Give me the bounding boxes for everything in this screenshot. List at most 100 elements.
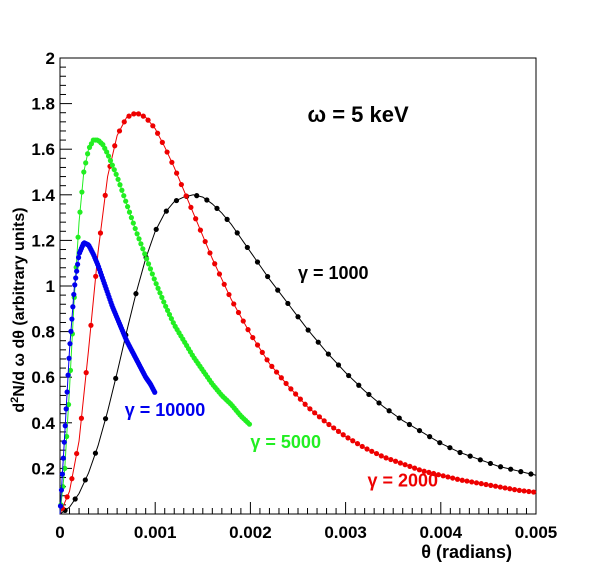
data-point: [454, 476, 461, 482]
data-point: [135, 111, 142, 117]
data-point: [254, 342, 261, 348]
data-point: [57, 503, 64, 509]
data-point: [492, 483, 499, 489]
annotation: ω = 5 keV: [308, 102, 409, 127]
data-point: [58, 487, 65, 493]
data-point: [78, 415, 85, 421]
data-point: [147, 266, 154, 272]
data-point: [62, 423, 68, 429]
data-point: [131, 111, 137, 117]
data-point: [421, 468, 427, 474]
data-point: [136, 236, 142, 242]
data-point: [388, 456, 394, 463]
y-tick-label: 1: [46, 277, 55, 296]
data-point: [164, 307, 171, 313]
data-point: [109, 162, 115, 168]
data-point: [340, 432, 346, 438]
data-point: [265, 273, 271, 280]
series-0: [59, 193, 537, 515]
data-point: [240, 318, 246, 324]
data-point: [64, 433, 70, 440]
data-point: [145, 117, 151, 123]
data-point: [71, 291, 77, 298]
data-point: [392, 458, 399, 464]
data-point: [169, 159, 175, 165]
data-point: [376, 400, 382, 406]
data-point: [528, 471, 534, 477]
y-tick-label: 0.6: [31, 368, 55, 387]
data-point: [364, 446, 370, 452]
data-point: [435, 472, 442, 478]
data-point: [183, 193, 189, 199]
data-point: [154, 130, 161, 136]
data-point: [473, 480, 480, 486]
data-point: [112, 143, 118, 149]
data-point: [521, 488, 527, 494]
data-point: [297, 396, 303, 402]
data-point: [132, 225, 138, 232]
data-point: [369, 448, 375, 454]
data-point: [113, 375, 119, 382]
data-point: [75, 261, 81, 267]
data-point: [487, 460, 494, 467]
data-point: [66, 355, 72, 361]
data-point: [64, 389, 70, 395]
data-point: [164, 149, 170, 155]
data-point: [140, 246, 146, 252]
data-point: [508, 466, 514, 472]
data-point: [275, 287, 281, 293]
data-point: [202, 238, 208, 245]
data-point: [278, 375, 284, 381]
data-point: [163, 303, 169, 309]
data-point: [440, 473, 446, 479]
data-point: [117, 182, 123, 188]
data-point: [212, 261, 218, 267]
data-point: [61, 439, 67, 445]
data-point: [83, 160, 89, 166]
data-point: [63, 406, 69, 412]
plot-frame: [59, 57, 537, 515]
y-axis-label-sup: 2: [9, 397, 21, 403]
data-point: [315, 339, 321, 345]
data-point: [83, 370, 89, 376]
data-point: [65, 401, 72, 408]
series-1: [59, 111, 537, 515]
data-point: [450, 475, 456, 481]
data-point: [350, 438, 356, 444]
data-point: [426, 469, 432, 475]
data-point: [447, 445, 453, 451]
data-point: [231, 301, 237, 307]
data-point: [105, 153, 112, 159]
data-point: [150, 123, 156, 129]
data-point: [59, 471, 65, 477]
data-point: [531, 489, 537, 495]
data-point: [293, 391, 299, 397]
data-point: [457, 449, 463, 456]
data-point: [65, 372, 71, 378]
data-point: [93, 273, 99, 279]
data-point: [469, 479, 475, 485]
data-point: [70, 304, 76, 310]
data-point: [111, 167, 117, 173]
data-point: [159, 294, 165, 300]
data-point: [302, 401, 308, 407]
data-point: [305, 327, 311, 333]
x-tick-label: 0.005: [515, 523, 558, 542]
series-3: [57, 240, 158, 515]
data-point: [207, 250, 213, 256]
data-point: [153, 226, 159, 232]
x-tick-label: 0.002: [229, 523, 272, 542]
data-point: [407, 463, 413, 469]
data-point: [69, 476, 75, 482]
data-point: [102, 192, 108, 198]
data-point: [104, 149, 110, 155]
data-point: [254, 259, 261, 265]
data-point: [178, 181, 184, 188]
data-point: [396, 415, 402, 421]
data-point: [234, 230, 240, 236]
data-point: [145, 261, 152, 267]
data-point: [295, 314, 301, 320]
data-point: [416, 467, 422, 473]
data-point: [126, 209, 133, 215]
data-point: [74, 450, 80, 457]
